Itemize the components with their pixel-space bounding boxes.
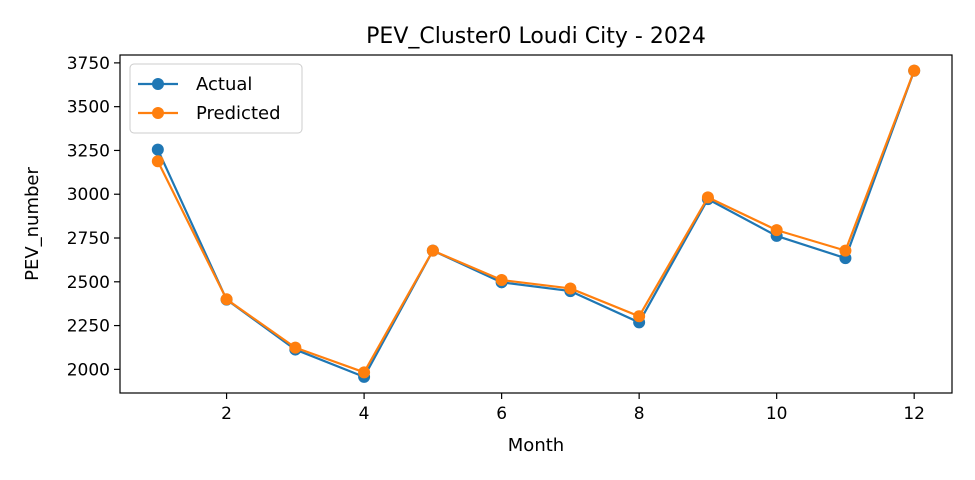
data-point [701, 191, 714, 204]
y-tick-label: 3500 [67, 98, 110, 118]
legend-item-predicted: Predicted [138, 103, 281, 124]
data-point [358, 366, 371, 379]
series-layer [151, 64, 921, 383]
x-tick-label: 10 [766, 404, 788, 424]
data-point [564, 282, 577, 295]
data-point [770, 224, 783, 237]
legend: Actual Predicted [129, 63, 303, 134]
y-tick-label: 3250 [67, 141, 110, 161]
legend-item-actual: Actual [138, 74, 252, 95]
data-point [220, 293, 233, 306]
data-point [151, 155, 164, 168]
x-tick-label: 6 [496, 404, 507, 424]
x-tick-label: 12 [903, 404, 925, 424]
legend-box [129, 63, 303, 134]
legend-marker [152, 78, 164, 90]
data-point [839, 244, 852, 257]
x-axis: 2 4 6 8 10 12 [221, 393, 925, 424]
y-tick-label: 2250 [67, 317, 110, 337]
y-tick-label: 3000 [67, 185, 110, 205]
data-point [495, 274, 508, 287]
y-axis-label: PEV_number [22, 167, 43, 281]
x-tick-label: 4 [359, 404, 370, 424]
series-predicted [151, 64, 921, 379]
legend-label: Predicted [196, 103, 281, 124]
data-point [908, 64, 921, 77]
legend-label: Actual [196, 74, 252, 95]
data-point [289, 341, 302, 354]
data-point [151, 143, 164, 156]
x-tick-label: 2 [221, 404, 232, 424]
data-point [633, 310, 646, 323]
series-line [156, 70, 916, 378]
data-point [426, 244, 439, 257]
series-line [156, 70, 916, 374]
y-tick-label: 2750 [67, 229, 110, 249]
chart-title: PEV_Cluster0 Loudi City - 2024 [366, 24, 706, 49]
legend-marker [152, 107, 164, 119]
y-tick-label: 2500 [67, 273, 110, 293]
plot-frame [119, 54, 953, 394]
x-axis-label: Month [508, 435, 564, 456]
y-axis: 2000 2250 2500 2750 3000 3250 3500 3750 [67, 54, 120, 380]
y-tick-label: 2000 [67, 360, 110, 380]
y-tick-label: 3750 [67, 54, 110, 74]
x-tick-label: 8 [634, 404, 645, 424]
